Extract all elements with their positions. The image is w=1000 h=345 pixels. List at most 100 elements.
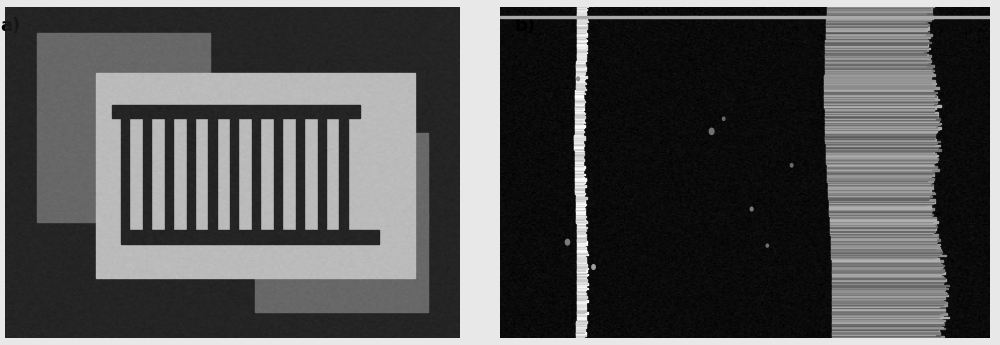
Bar bbox=[577, 31, 586, 32]
Bar bbox=[832, 290, 944, 292]
Text: b): b) bbox=[515, 17, 536, 35]
Bar bbox=[577, 304, 585, 305]
Bar bbox=[825, 64, 926, 66]
Bar bbox=[824, 76, 931, 78]
Bar bbox=[576, 66, 585, 68]
Bar bbox=[577, 59, 586, 60]
Bar bbox=[827, 166, 937, 168]
Bar bbox=[575, 183, 583, 184]
Bar bbox=[825, 53, 926, 55]
Bar bbox=[832, 316, 939, 317]
Bar bbox=[824, 78, 927, 79]
Bar bbox=[825, 43, 927, 45]
Bar bbox=[575, 167, 584, 169]
Bar bbox=[831, 257, 934, 258]
Bar bbox=[112, 105, 360, 118]
Bar bbox=[574, 137, 584, 139]
Bar bbox=[577, 299, 585, 300]
Bar bbox=[827, 171, 934, 173]
Bar bbox=[577, 22, 586, 23]
Bar bbox=[575, 173, 583, 174]
Bar bbox=[827, 12, 926, 13]
Bar bbox=[575, 133, 583, 134]
Bar bbox=[825, 72, 932, 73]
Bar bbox=[165, 118, 173, 230]
Bar bbox=[829, 204, 926, 205]
Bar bbox=[577, 263, 586, 264]
Bar bbox=[574, 142, 583, 143]
Bar bbox=[832, 310, 945, 312]
Bar bbox=[827, 168, 931, 170]
Bar bbox=[575, 114, 583, 116]
Bar bbox=[575, 189, 583, 191]
Bar bbox=[187, 115, 195, 230]
Bar bbox=[829, 199, 935, 201]
Bar bbox=[577, 243, 586, 244]
Bar bbox=[576, 321, 587, 323]
Bar bbox=[825, 61, 931, 62]
Bar bbox=[577, 279, 587, 280]
Bar bbox=[577, 42, 586, 43]
Bar bbox=[576, 68, 586, 69]
Bar bbox=[577, 58, 584, 59]
Bar bbox=[825, 128, 939, 130]
Bar bbox=[577, 37, 585, 38]
Bar bbox=[832, 318, 942, 319]
Bar bbox=[825, 40, 928, 41]
Bar bbox=[576, 195, 584, 196]
Bar bbox=[832, 299, 940, 300]
Bar bbox=[827, 11, 932, 12]
Bar bbox=[575, 129, 582, 131]
Bar bbox=[575, 188, 584, 190]
Bar bbox=[577, 225, 585, 226]
Bar bbox=[575, 123, 583, 124]
Bar bbox=[577, 294, 586, 295]
Bar bbox=[826, 32, 929, 33]
Bar bbox=[575, 168, 584, 170]
Bar bbox=[825, 68, 932, 69]
Bar bbox=[577, 33, 587, 34]
Bar bbox=[824, 83, 936, 85]
Bar bbox=[824, 103, 933, 105]
Bar bbox=[827, 170, 933, 172]
Bar bbox=[576, 330, 585, 332]
Bar bbox=[575, 186, 586, 187]
Ellipse shape bbox=[709, 128, 714, 135]
Bar bbox=[832, 327, 943, 328]
Bar bbox=[575, 132, 583, 133]
Bar bbox=[575, 170, 583, 172]
Bar bbox=[576, 65, 585, 67]
Bar bbox=[574, 135, 583, 137]
Bar bbox=[577, 21, 588, 22]
Bar bbox=[576, 207, 584, 208]
Bar bbox=[825, 41, 929, 42]
Bar bbox=[575, 131, 584, 132]
Bar bbox=[828, 190, 931, 192]
Bar bbox=[832, 320, 945, 322]
Bar bbox=[832, 309, 945, 310]
Bar bbox=[577, 50, 585, 51]
Bar bbox=[826, 26, 927, 27]
Bar bbox=[824, 85, 933, 87]
Bar bbox=[830, 227, 935, 228]
Bar bbox=[577, 292, 585, 294]
Bar bbox=[577, 13, 586, 14]
Bar bbox=[825, 44, 928, 46]
Bar bbox=[824, 81, 935, 82]
Bar bbox=[832, 269, 944, 270]
Bar bbox=[832, 294, 947, 295]
Bar bbox=[826, 156, 936, 158]
Bar bbox=[828, 188, 929, 190]
Bar bbox=[832, 286, 944, 287]
Bar bbox=[831, 249, 941, 250]
Bar bbox=[577, 231, 583, 233]
Bar bbox=[826, 37, 930, 38]
Bar bbox=[577, 301, 585, 303]
Bar bbox=[826, 30, 927, 31]
Bar bbox=[575, 126, 584, 128]
Bar bbox=[827, 176, 931, 177]
Bar bbox=[577, 270, 587, 272]
Bar bbox=[832, 319, 939, 321]
Bar bbox=[575, 121, 584, 122]
Bar bbox=[830, 219, 932, 221]
